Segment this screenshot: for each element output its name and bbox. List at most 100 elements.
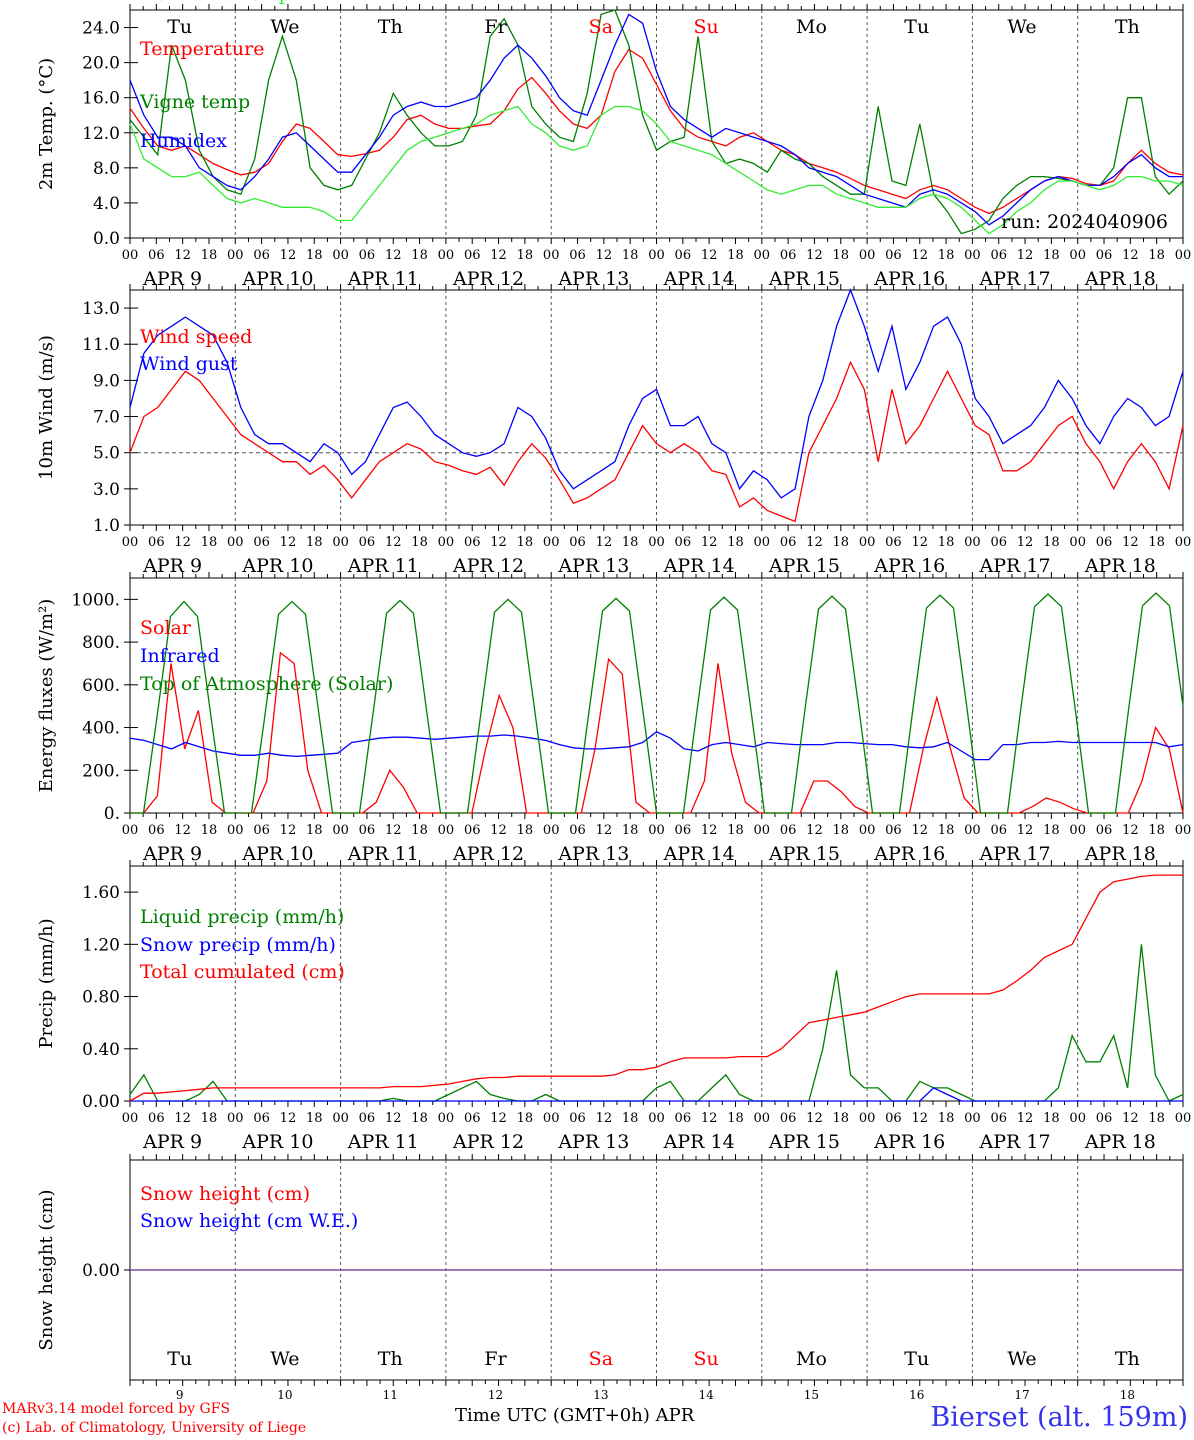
hour-tick-label: 18 — [727, 248, 744, 263]
panel-1 — [124, 4, 1184, 244]
legend-liquid-precip-mm-h-: Liquid precip (mm/h) — [140, 906, 344, 928]
y-tick-label: 8.0 — [93, 159, 120, 179]
legend-wind-gust: Wind gust — [140, 353, 238, 375]
hour-tick-label: 06 — [675, 1111, 692, 1126]
hour-tick-label: 06 — [464, 823, 481, 838]
day-label: APR 18 — [1084, 555, 1156, 577]
weekday-label-top: Sa — [589, 16, 613, 38]
day-label: APR 16 — [873, 843, 945, 865]
day-number-label: 10 — [277, 1388, 292, 1402]
hour-tick-label: 06 — [359, 823, 376, 838]
hour-tick-label: 06 — [569, 248, 586, 263]
y-tick-label: 0.80 — [82, 988, 120, 1008]
hour-tick-label: 06 — [359, 1111, 376, 1126]
y-tick-label: 1.0 — [93, 516, 120, 536]
series-line-vigne-temp — [129, 9, 1184, 235]
model-credit: MARv3.14 model forced by GFS — [2, 1401, 231, 1417]
legend-wind-speed: Wind speed — [140, 326, 252, 348]
weekday-label-top: Mo — [796, 16, 827, 38]
day-number-label: 14 — [699, 1388, 715, 1402]
hour-tick-label: 12 — [596, 1111, 613, 1126]
hour-tick-label: 00 — [122, 248, 139, 263]
hour-tick-label: 18 — [411, 1111, 428, 1126]
legend-snow-height-cm-: Snow height (cm) — [140, 1183, 310, 1205]
y-axis-label: 10m Wind (m/s) — [36, 335, 57, 480]
y-tick-label: 3.0 — [93, 480, 120, 500]
legend-infrared: Infrared — [140, 645, 220, 667]
day-label: APR 14 — [663, 268, 735, 290]
hour-tick-label: 12 — [490, 1111, 507, 1126]
y-tick-label: 7.0 — [93, 408, 120, 428]
hour-tick-label: 12 — [911, 535, 928, 550]
hour-tick-label: 18 — [1148, 823, 1165, 838]
hour-tick-label: 12 — [174, 823, 191, 838]
weekday-label-top: Tu — [167, 16, 192, 38]
day-label: APR 16 — [873, 268, 945, 290]
hour-tick-label: 06 — [990, 248, 1007, 263]
hour-tick-label: 18 — [833, 535, 850, 550]
hour-tick-label: 00 — [1175, 535, 1192, 550]
y-tick-label: 400. — [82, 719, 120, 739]
hour-tick-label: 12 — [174, 248, 191, 263]
run-label: run: 2024040906 — [1001, 211, 1168, 233]
hour-tick-label: 12 — [1122, 1111, 1139, 1126]
hour-tick-label: 18 — [201, 823, 218, 838]
hour-tick-label: 06 — [990, 535, 1007, 550]
hour-tick-label: 12 — [1122, 535, 1139, 550]
hour-tick-label: 18 — [622, 248, 639, 263]
weekday-label-top: Th — [378, 16, 403, 38]
hour-tick-label: 18 — [1148, 248, 1165, 263]
day-label: APR 13 — [557, 555, 629, 577]
hour-tick-label: 18 — [1043, 248, 1060, 263]
hour-tick-label: 12 — [596, 535, 613, 550]
y-axis-label: Snow height (cm) — [36, 1189, 57, 1350]
hour-tick-label: 00 — [754, 1111, 771, 1126]
hour-tick-label: 00 — [964, 535, 981, 550]
series-line-humidex — [129, 13, 1183, 226]
hour-tick-label: 00 — [122, 535, 139, 550]
y-tick-label: 4.0 — [93, 194, 120, 214]
hour-tick-label: 06 — [359, 535, 376, 550]
hour-tick-label: 06 — [675, 535, 692, 550]
hour-tick-label: 06 — [148, 823, 165, 838]
legend-snow-precip-mm-h-: Snow precip (mm/h) — [140, 934, 336, 956]
hour-tick-label: 06 — [990, 1111, 1007, 1126]
panel-2 — [124, 284, 1184, 531]
hour-tick-label: 18 — [1148, 1111, 1165, 1126]
day-label: APR 15 — [768, 555, 840, 577]
legend-temperature: Temperature — [140, 38, 264, 60]
hour-tick-label: 00 — [1175, 1111, 1192, 1126]
day-number-label: 12 — [488, 1388, 503, 1402]
day-label: APR 15 — [768, 1131, 840, 1153]
hour-tick-label: 06 — [253, 1111, 270, 1126]
day-label: APR 9 — [142, 843, 202, 865]
hour-tick-label: 00 — [543, 248, 560, 263]
day-label: APR 13 — [557, 843, 629, 865]
hour-tick-label: 06 — [885, 1111, 902, 1126]
day-label: APR 15 — [768, 268, 840, 290]
hour-tick-label: 18 — [517, 823, 534, 838]
hour-tick-label: 06 — [569, 535, 586, 550]
weekday-label-bottom: We — [1007, 1348, 1036, 1370]
hour-tick-label: 12 — [1122, 823, 1139, 838]
hour-tick-label: 18 — [727, 535, 744, 550]
weekday-label-bottom: Mo — [796, 1348, 827, 1370]
series-line-infrared — [129, 731, 1184, 761]
hour-tick-label: 06 — [1096, 248, 1113, 263]
hour-tick-label: 18 — [833, 823, 850, 838]
hour-tick-label: 12 — [701, 248, 718, 263]
hour-tick-label: 12 — [280, 248, 297, 263]
hour-tick-label: 12 — [280, 535, 297, 550]
hour-tick-label: 06 — [675, 248, 692, 263]
series-line-wind-speed — [129, 360, 1184, 523]
hour-tick-label: 12 — [385, 535, 402, 550]
hour-tick-label: 18 — [517, 248, 534, 263]
day-label: APR 17 — [979, 268, 1051, 290]
hour-tick-label: 18 — [306, 1111, 323, 1126]
y-tick-label: 600. — [82, 676, 120, 696]
hour-tick-label: 00 — [543, 535, 560, 550]
hour-tick-label: 06 — [780, 823, 797, 838]
hour-tick-label: 12 — [280, 823, 297, 838]
hour-tick-label: 06 — [148, 248, 165, 263]
